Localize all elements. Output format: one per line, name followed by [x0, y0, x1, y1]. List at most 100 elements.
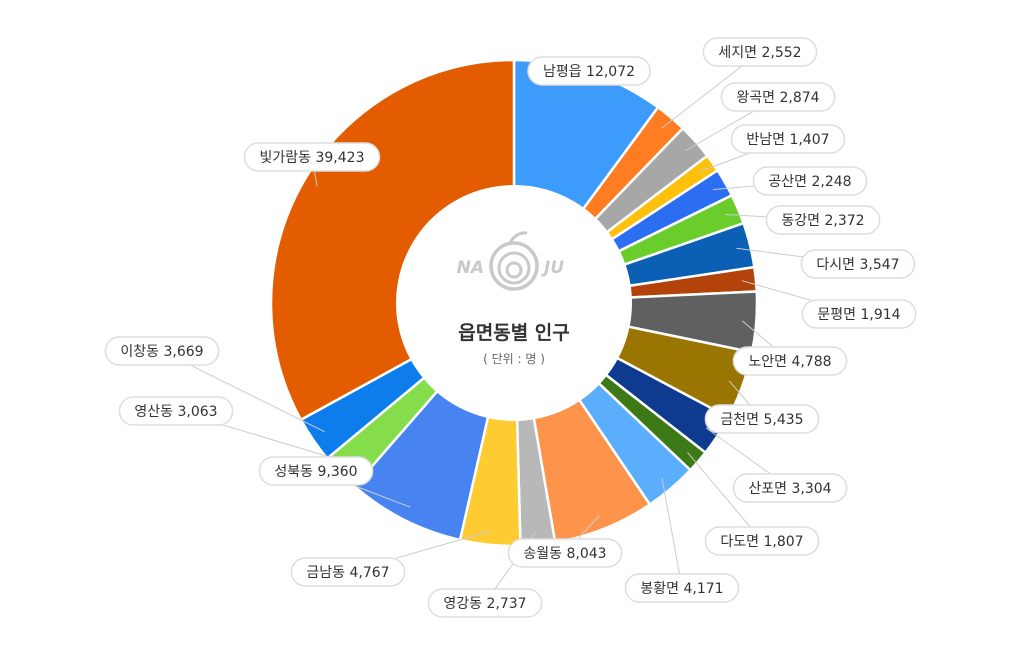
slice-value: 2,552: [762, 45, 802, 61]
slice-label-text: 남평읍 12,072: [543, 64, 635, 80]
slice-label-16: 금남동 4,767: [290, 557, 406, 587]
slice-name: 산포면: [748, 481, 787, 497]
slice-label-text: 이창동 3,669: [120, 344, 203, 360]
slice-label-text: 영산동 3,063: [134, 404, 217, 420]
slice-label-14: 송월동 8,043: [507, 538, 623, 568]
slice-name: 다시면: [816, 257, 855, 273]
slice-value: 4,788: [792, 354, 832, 370]
slice-value: 3,304: [792, 481, 832, 497]
slice-name: 영산동: [134, 404, 173, 420]
slice-name: 세지면: [718, 45, 757, 61]
slice-name: 송월동: [523, 546, 562, 562]
slice-name: 다도면: [720, 534, 759, 550]
slice-label-1: 남평읍 12,072: [527, 56, 651, 86]
slice-name: 금남동: [306, 565, 345, 581]
slice-label-text: 세지면 2,552: [718, 45, 801, 61]
naju-logo: NA JU: [457, 231, 564, 291]
donut-hole: [396, 185, 632, 421]
slice-label-bg: [118, 396, 234, 426]
slice-label-2: 세지면 2,552: [702, 37, 818, 67]
slice-label-bg: [507, 538, 623, 568]
slice-label-text: 봉황면 4,171: [640, 581, 723, 597]
slice-name: 영강동: [443, 596, 482, 612]
slice-label-bg: [104, 336, 220, 366]
slice-label-4: 반남면 1,407: [730, 124, 846, 154]
slice-label-bg: [765, 205, 881, 235]
slice-value: 39,423: [315, 150, 364, 166]
slice-label-text: 왕곡면 2,874: [736, 90, 819, 106]
slice-labels: 남평읍 12,072 세지면 2,552 왕곡면 2,874 반남면 1,407 공산면…: [104, 37, 917, 618]
slice-label-9: 노안면 4,788: [732, 346, 848, 376]
slice-name: 남평읍: [543, 64, 582, 80]
slice-label-text: 영강동 2,737: [443, 596, 526, 612]
slice-label-20: 빛가람동 39,423: [243, 142, 381, 172]
slice-value: 2,874: [780, 90, 820, 106]
slice-name: 문평면: [817, 307, 856, 323]
slice-name: 성북동: [274, 464, 313, 480]
logo-text-ju: JU: [541, 258, 564, 278]
slice-label-bg: [427, 588, 543, 618]
slice-name: 왕곡면: [736, 90, 775, 106]
slice-label-bg: [801, 299, 917, 329]
slice-value: 2,248: [812, 174, 852, 190]
slice-label-text: 금천면 5,435: [720, 412, 803, 428]
slice-label-text: 노안면 4,788: [748, 354, 831, 370]
chart-title: 읍면동별 인구: [458, 322, 570, 344]
slice-name: 반남면: [746, 132, 785, 148]
chart-unit-label: ( 단위 : 명 ): [483, 352, 545, 366]
slice-name: 동강면: [781, 213, 820, 229]
slice-label-bg: [527, 56, 651, 86]
slice-label-bg: [704, 404, 820, 434]
slice-label-11: 산포면 3,304: [732, 473, 848, 503]
slice-value: 8,043: [567, 546, 607, 562]
slice-label-6: 동강면 2,372: [765, 205, 881, 235]
slice-value: 3,547: [860, 257, 900, 273]
slice-label-bg: [732, 473, 848, 503]
slice-label-7: 다시면 3,547: [800, 249, 916, 279]
logo-text-na: NA: [457, 258, 484, 278]
slice-label-bg: [720, 82, 836, 112]
slice-label-bg: [624, 573, 740, 603]
slice-value: 5,435: [764, 412, 804, 428]
slice-label-bg: [732, 346, 848, 376]
slice-label-text: 문평면 1,914: [817, 307, 900, 323]
slice-label-text: 송월동 8,043: [523, 546, 606, 562]
slice-label-text: 금남동 4,767: [306, 565, 389, 581]
slice-label-12: 다도면 1,807: [704, 526, 820, 556]
slice-label-text: 동강면 2,372: [781, 213, 864, 229]
slice-value: 12,072: [586, 64, 635, 80]
naju-logo-mark: [489, 231, 539, 291]
slice-label-text: 다시면 3,547: [816, 257, 899, 273]
slice-label-text: 산포면 3,304: [748, 481, 831, 497]
slice-label-bg: [752, 166, 868, 196]
slice-label-5: 공산면 2,248: [752, 166, 868, 196]
slice-value: 2,372: [825, 213, 865, 229]
leader-line-13: [661, 477, 683, 589]
slice-label-8: 문평면 1,914: [801, 299, 917, 329]
slice-label-bg: [702, 37, 818, 67]
slice-value: 3,669: [164, 344, 204, 360]
slice-value: 1,914: [861, 307, 901, 323]
slice-label-3: 왕곡면 2,874: [720, 82, 836, 112]
slice-name: 노안면: [748, 354, 787, 370]
slice-label-text: 반남면 1,407: [746, 132, 829, 148]
slice-label-19: 이창동 3,669: [104, 336, 220, 366]
slice-value: 4,767: [350, 565, 390, 581]
slice-name: 이창동: [120, 344, 159, 360]
slice-label-bg: [290, 557, 406, 587]
slice-label-text: 빛가람동 39,423: [260, 150, 365, 166]
slice-label-text: 성북동 9,360: [274, 464, 357, 480]
slice-label-text: 다도면 1,807: [720, 534, 803, 550]
slice-value: 4,171: [684, 581, 724, 597]
slice-name: 봉황면: [640, 581, 679, 597]
slice-name: 빛가람동: [260, 150, 312, 166]
slice-label-bg: [730, 124, 846, 154]
leader-line-12: [687, 452, 763, 542]
slice-label-bg: [243, 142, 381, 172]
slice-label-bg: [258, 456, 374, 486]
slice-name: 공산면: [768, 174, 807, 190]
slice-value: 3,063: [178, 404, 218, 420]
slice-value: 2,737: [487, 596, 527, 612]
slice-name: 금천면: [720, 412, 759, 428]
